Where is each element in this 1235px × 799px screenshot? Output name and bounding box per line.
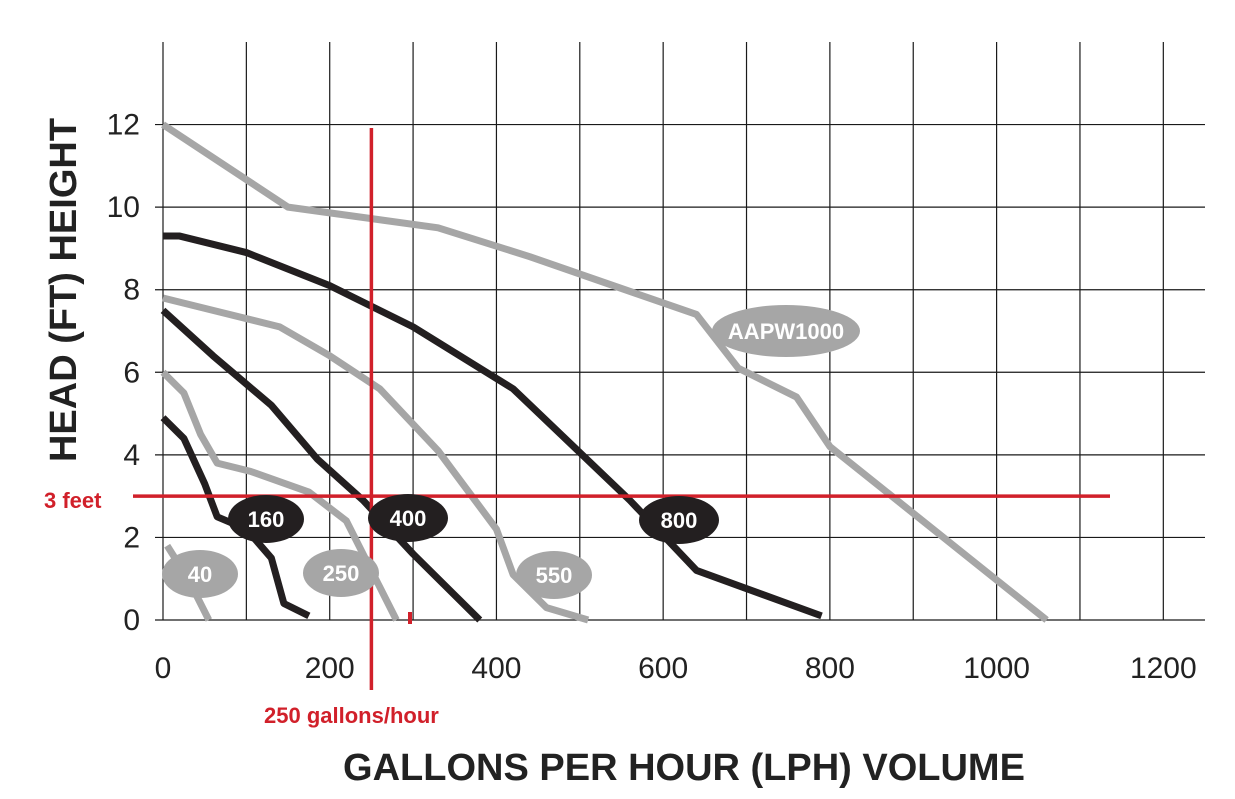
series-tag-label: 40 [188, 562, 212, 587]
y-tick-label: 10 [107, 191, 140, 224]
series-line-aapw1000 [161, 121, 1049, 623]
y-tick-label: 8 [123, 274, 140, 307]
series-tag-aapw1000: AAPW1000 [712, 305, 860, 357]
series-line-400 [160, 307, 483, 623]
series-tag-label: 800 [661, 508, 698, 533]
series-tag-40: 40 [162, 550, 238, 598]
series-tag-800: 800 [639, 496, 719, 544]
y-tick-label: 4 [123, 439, 140, 472]
series-tag-label: 250 [323, 561, 360, 586]
series-tag-250: 250 [303, 549, 379, 597]
series-tag-550: 550 [516, 551, 592, 599]
y-axis-title: HEAD (FT) HEIGHT [43, 118, 85, 462]
x-tick-label: 0 [155, 652, 172, 685]
x-tick-label: 1200 [1130, 652, 1197, 685]
grid [155, 42, 1205, 621]
series-tag-label: 160 [248, 507, 285, 532]
series-tag-400: 400 [368, 494, 448, 542]
x-tick-label: 400 [471, 652, 521, 685]
series-tag-label: 550 [536, 563, 573, 588]
x-tick-label: 1000 [963, 652, 1030, 685]
minor-marker [408, 612, 412, 624]
y-tick-label: 2 [123, 521, 140, 554]
y-tick-label: 0 [123, 604, 140, 637]
series-tag-label: 400 [390, 506, 427, 531]
reference-lines [133, 128, 1110, 690]
series-line-800 [163, 232, 823, 620]
y-tick-label: 12 [107, 109, 140, 142]
series-tag-160: 160 [228, 495, 304, 543]
x-axis-title: GALLONS PER HOUR (LPH) VOLUME [343, 747, 1025, 789]
y-tick-label: 6 [123, 356, 140, 389]
vertical-reference-label: 250 gallons/hour [264, 703, 439, 728]
horizontal-reference-label: 3 feet [44, 488, 102, 513]
tick-labels: 0 200 400 600 800 1000 1200 0 2 4 6 8 10 12 [107, 109, 1197, 685]
series-tag-label: AAPW1000 [728, 319, 844, 344]
x-tick-label: 600 [638, 652, 688, 685]
x-tick-label: 800 [805, 652, 855, 685]
x-tick-label: 200 [305, 652, 355, 685]
